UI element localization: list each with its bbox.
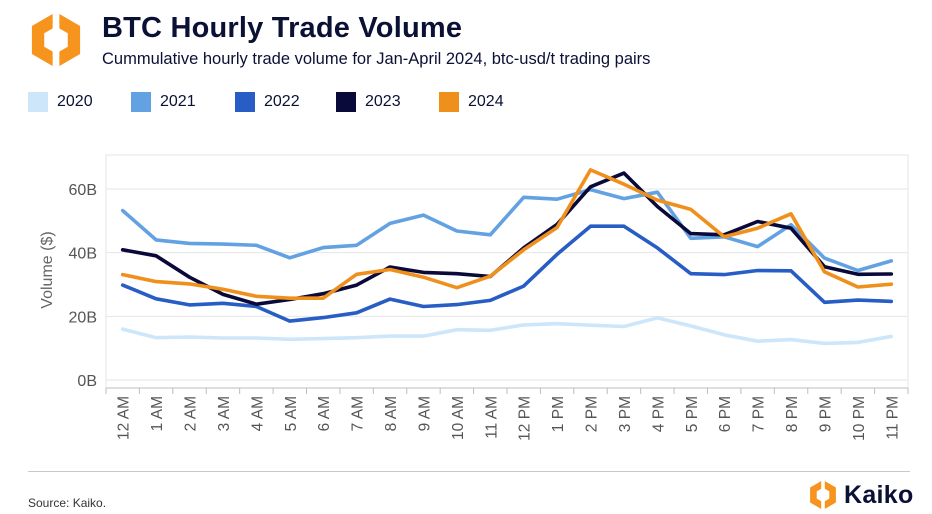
legend-swatch: [336, 92, 356, 112]
y-tick-label: 60B: [69, 182, 97, 199]
x-tick-label: 11 PM: [884, 396, 901, 440]
legend-label: 2020: [57, 93, 93, 110]
chart-title: BTC Hourly Trade Volume: [102, 12, 463, 44]
x-tick-label: 2 PM: [584, 396, 601, 432]
x-tick-label: 12 PM: [517, 396, 534, 441]
x-tick-label: 9 AM: [416, 396, 433, 431]
kaiko-logo-icon: [31, 12, 81, 68]
legend-swatch: [439, 92, 459, 112]
x-tick-label: 8 AM: [383, 396, 400, 431]
series-line-2022: [120, 224, 894, 323]
brand-logo: Kaiko: [808, 478, 914, 512]
y-tick-label: 20B: [69, 309, 97, 326]
x-tick-label: 11 AM: [483, 396, 500, 439]
legend-label: 2024: [468, 93, 504, 110]
legend-label: 2022: [264, 93, 300, 110]
x-tick-label: 2 AM: [183, 396, 200, 431]
x-tick-label: 1 AM: [149, 396, 166, 431]
x-tick-label: 4 AM: [249, 396, 266, 431]
y-tick-label: 40B: [69, 246, 97, 263]
legend-item-2023: 2023: [336, 91, 401, 113]
series-line-2021: [120, 187, 894, 273]
legend-item-2024: 2024: [439, 91, 504, 113]
kaiko-logo-icon: [810, 480, 836, 510]
legend-item-2021: 2021: [131, 91, 196, 113]
x-tick-label: 3 AM: [216, 396, 233, 431]
x-tick-label: 12 AM: [116, 396, 133, 440]
y-axis-label: Volume ($): [39, 231, 56, 308]
x-tick-label: 5 PM: [684, 396, 701, 432]
legend-swatch: [28, 92, 48, 112]
footer-divider: [28, 471, 910, 472]
x-tick-label: 6 PM: [717, 396, 734, 432]
x-tick-label: 10 PM: [851, 396, 868, 441]
x-tick-label: 4 PM: [650, 396, 667, 432]
x-tick-label: 7 PM: [751, 396, 768, 432]
x-tick-label: 8 PM: [784, 396, 801, 432]
series-line-2023: [120, 171, 894, 307]
x-tick-label: 7 AM: [350, 396, 367, 431]
series-line-2020: [120, 316, 894, 346]
legend-item-2020: 2020: [28, 91, 93, 113]
x-tick-label: 1 PM: [550, 396, 567, 432]
x-tick-label: 5 AM: [283, 396, 300, 431]
legend-item-2022: 2022: [235, 91, 300, 113]
chart-subtitle: Cummulative hourly trade volume for Jan-…: [102, 50, 651, 68]
y-tick-label: 0B: [77, 373, 97, 390]
source-note: Source: Kaiko.: [28, 496, 107, 510]
legend-swatch: [235, 92, 255, 112]
line-chart: 0B 20B 40B 60B 12 AM 1 AM 2 AM 3 AM 4 AM 5 AM 6 A…: [39, 154, 909, 441]
x-tick-label: 10 AM: [450, 396, 467, 440]
x-tick-label: 6 AM: [316, 396, 333, 431]
legend-swatch: [131, 92, 151, 112]
legend-label: 2023: [365, 93, 401, 110]
brand-name: Kaiko: [844, 480, 914, 509]
x-tick-label: 3 PM: [617, 396, 634, 432]
legend-label: 2021: [160, 93, 196, 110]
x-tick-label: 9 PM: [817, 396, 834, 432]
series-line-2024: [120, 168, 894, 301]
